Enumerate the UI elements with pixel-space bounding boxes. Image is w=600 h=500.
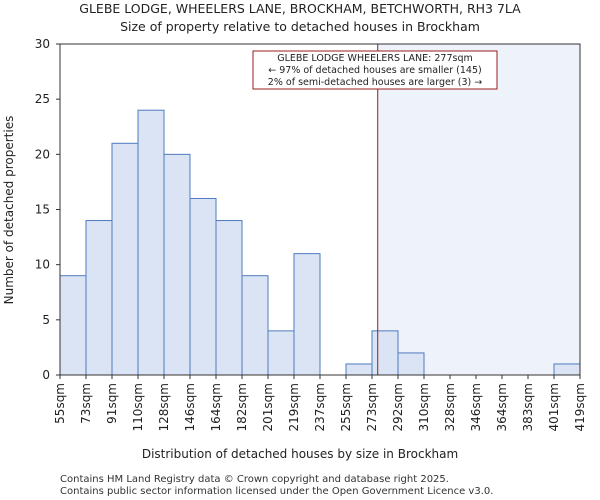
annotation-box: GLEBE LODGE WHEELERS LANE: 277sqm ← 97% … xyxy=(252,50,498,90)
chart-title: GLEBE LODGE, WHEELERS LANE, BROCKHAM, BE… xyxy=(79,1,521,16)
x-tick-label-328sqm: 328sqm xyxy=(443,383,457,431)
x-tick-label-401sqm: 401sqm xyxy=(547,383,561,431)
annotation-line-2: ← 97% of detached houses are smaller (14… xyxy=(268,65,481,76)
bar-110sqm xyxy=(137,109,165,376)
x-tick-label-364sqm: 364sqm xyxy=(495,383,509,431)
x-tick-label-91sqm: 91sqm xyxy=(105,383,119,424)
bar-73sqm xyxy=(85,220,113,376)
x-tick-label-110sqm: 110sqm xyxy=(131,383,145,431)
x-tick-label-146sqm: 146sqm xyxy=(183,383,197,431)
bar-146sqm xyxy=(189,197,217,376)
x-tick-label-237sqm: 237sqm xyxy=(313,383,327,431)
footer-line-1: Contains HM Land Registry data © Crown c… xyxy=(60,474,449,485)
annotation-line-3: 2% of semi-detached houses are larger (3… xyxy=(268,77,482,88)
x-tick-label-73sqm: 73sqm xyxy=(79,383,93,424)
larger-region-shade xyxy=(377,44,580,375)
x-tick-label-292sqm: 292sqm xyxy=(391,383,405,431)
y-tick-label-30: 30 xyxy=(35,37,50,51)
y-tick-label-25: 25 xyxy=(35,92,50,106)
y-axis-ticks: 0 5 10 15 20 25 30 xyxy=(35,37,60,382)
bar-182sqm xyxy=(241,275,269,376)
x-tick-label-219sqm: 219sqm xyxy=(287,383,301,431)
x-tick-label-346sqm: 346sqm xyxy=(469,383,483,431)
bar-219sqm xyxy=(293,253,321,376)
y-tick-label-20: 20 xyxy=(35,147,50,161)
bar-201sqm xyxy=(267,330,295,376)
bar-273sqm xyxy=(371,330,399,376)
x-tick-label-255sqm: 255sqm xyxy=(339,383,353,431)
y-tick-label-15: 15 xyxy=(35,203,50,217)
bar-128sqm xyxy=(163,153,191,376)
plot-area: 0 5 10 15 20 25 30 55sqm 73sqm 91sqm 110sqm 128sqm… xyxy=(35,37,587,431)
chart-subtitle: Size of property relative to detached ho… xyxy=(120,19,480,34)
annotation-line-1: GLEBE LODGE WHEELERS LANE: 277sqm xyxy=(277,53,473,64)
x-tick-label-273sqm: 273sqm xyxy=(365,383,379,431)
x-tick-label-182sqm: 182sqm xyxy=(235,383,249,431)
x-tick-label-55sqm: 55sqm xyxy=(53,383,67,424)
y-tick-label-0: 0 xyxy=(42,368,50,382)
x-tick-label-128sqm: 128sqm xyxy=(157,383,171,431)
x-tick-label-419sqm: 419sqm xyxy=(573,383,587,431)
y-axis-label: Number of detached properties xyxy=(2,116,16,305)
x-axis-label: Distribution of detached houses by size … xyxy=(142,447,458,461)
y-tick-label-10: 10 xyxy=(35,258,50,272)
x-tick-label-201sqm: 201sqm xyxy=(261,383,275,431)
bar-292sqm xyxy=(397,352,425,376)
bar-91sqm xyxy=(111,142,139,376)
x-tick-label-310sqm: 310sqm xyxy=(417,383,431,431)
x-axis-ticks: 55sqm 73sqm 91sqm 110sqm 128sqm 146sqm 164sqm 1… xyxy=(53,375,587,431)
bar-401sqm xyxy=(553,363,581,376)
bar-55sqm xyxy=(59,275,87,376)
x-tick-label-164sqm: 164sqm xyxy=(209,383,223,431)
footer-line-2: Contains public sector information licen… xyxy=(60,486,493,497)
annotation-frame xyxy=(252,50,498,90)
bars-group xyxy=(59,109,581,376)
x-tick-label-383sqm: 383sqm xyxy=(521,383,535,431)
y-tick-label-5: 5 xyxy=(42,313,50,327)
bar-164sqm xyxy=(215,220,243,376)
bar-255sqm xyxy=(345,363,373,376)
